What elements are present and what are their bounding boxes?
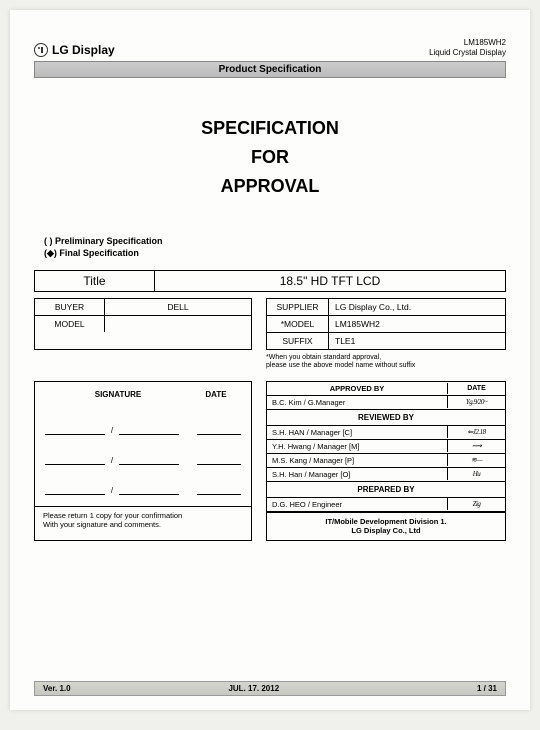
cell-label: SUFFIX (267, 333, 329, 349)
division-line-1: IT/Mobile Development Division 1. (269, 517, 503, 527)
preliminary-option: ( ) Preliminary Specification (44, 235, 506, 248)
brand-block: LG Display (34, 43, 115, 57)
reviewer-name: S.H. Han / Manager [O] (267, 468, 447, 481)
approver-signature: Yg.9/20~ (447, 396, 505, 408)
table-row: SUPPLIER LG Display Co., Ltd. (267, 299, 505, 315)
reviewer-name: Y.H. Hwang / Manager [M] (267, 440, 447, 453)
table-row: MODEL (35, 315, 251, 332)
cell-value: LG Display Co., Ltd. (329, 299, 505, 315)
reviewer-name: S.H. HAN / Manager [C] (267, 426, 447, 439)
footer-date: JUL. 17. 2012 (71, 684, 437, 693)
approval-box: APPROVED BY DATE B.C. Kim / G.Manager Yg… (266, 381, 506, 542)
signature-line: / (45, 453, 241, 465)
approved-date-label: DATE (447, 383, 505, 394)
reviewer-signature: ≋— (447, 454, 505, 466)
approved-by-label: APPROVED BY (267, 382, 447, 395)
title-label: Title (35, 271, 155, 291)
return-instructions: Please return 1 copy for your confirmati… (35, 506, 251, 535)
table-row: *MODEL LM185WH2 (267, 315, 505, 332)
document-page: LG Display LM185WH2 Liquid Crystal Displ… (10, 10, 530, 710)
division-line-2: LG Display Co., Ltd (269, 526, 503, 536)
spec-bar: Product Specification (34, 61, 506, 78)
document-title: SPECIFICATION FOR APPROVAL (34, 114, 506, 200)
reviewer-signature: ⟿ (447, 440, 505, 452)
preparer-name: D.G. HEO / Engineer (267, 498, 447, 511)
table-row: SUFFIX TLE1 (267, 332, 505, 349)
final-option: (◆) Final Specification (44, 247, 506, 260)
reviewer-row: S.H. Han / Manager [O] Hu (267, 468, 505, 482)
approved-header: APPROVED BY DATE (267, 382, 505, 396)
buyer-table: BUYER DELL MODEL (34, 298, 252, 350)
signature-section: SIGNATURE DATE / / / Please return 1 cop… (34, 381, 506, 542)
supplier-table: SUPPLIER LG Display Co., Ltd. *MODEL LM1… (266, 298, 506, 350)
brand-name: LG Display (52, 43, 115, 57)
reviewed-by-label: REVIEWED BY (267, 410, 505, 426)
page-footer: Ver. 1.0 JUL. 17. 2012 1 / 31 (34, 681, 506, 696)
signature-label: SIGNATURE (45, 390, 191, 399)
cell-value: DELL (105, 299, 251, 315)
reviewer-row: S.H. HAN / Manager [C] ⇐J2.18 (267, 426, 505, 440)
reviewer-name: M.S. Kang / Manager [P] (267, 454, 447, 467)
cell-label: *MODEL (267, 316, 329, 332)
signature-line: / (45, 423, 241, 435)
title-line-1: SPECIFICATION (34, 114, 506, 143)
title-value: 18.5" HD TFT LCD (155, 271, 505, 291)
division-footer: IT/Mobile Development Division 1. LG Dis… (267, 512, 505, 541)
title-line-3: APPROVAL (34, 172, 506, 201)
cell-value: TLE1 (329, 333, 505, 349)
reviewer-row: Y.H. Hwang / Manager [M] ⟿ (267, 440, 505, 454)
sig-header: SIGNATURE DATE (45, 390, 241, 399)
cell-label: BUYER (35, 299, 105, 315)
lg-logo-icon (34, 43, 48, 57)
product-line: Liquid Crystal Display (429, 48, 506, 58)
signature-line: / (45, 483, 241, 495)
info-tables: BUYER DELL MODEL SUPPLIER LG Display Co.… (34, 298, 506, 350)
approver-name: B.C. Kim / G.Manager (267, 396, 447, 409)
prepared-by-label: PREPARED BY (267, 482, 505, 498)
cell-label: SUPPLIER (267, 299, 329, 315)
reviewer-row: M.S. Kang / Manager [P] ≋— (267, 454, 505, 468)
cell-value (105, 316, 251, 332)
preparer-row: D.G. HEO / Engineer Zig (267, 498, 505, 512)
buyer-signature-box: SIGNATURE DATE / / / Please return 1 cop… (34, 381, 252, 542)
reviewer-signature: Hu (447, 468, 505, 480)
title-line-2: FOR (34, 143, 506, 172)
reviewer-signature: ⇐J2.18 (447, 426, 505, 438)
approver-row: B.C. Kim / G.Manager Yg.9/20~ (267, 396, 505, 410)
preparer-signature: Zig (447, 498, 505, 510)
model-code: LM185WH2 (429, 38, 506, 48)
cell-label: MODEL (35, 316, 105, 332)
date-label: DATE (191, 390, 241, 399)
header-right: LM185WH2 Liquid Crystal Display (429, 38, 506, 57)
spec-type-block: ( ) Preliminary Specification (◆) Final … (44, 235, 506, 260)
page-header: LG Display LM185WH2 Liquid Crystal Displ… (34, 38, 506, 57)
version-label: Ver. 1.0 (43, 684, 71, 693)
model-footnote: *When you obtain standard approval, plea… (266, 354, 506, 371)
title-field: Title 18.5" HD TFT LCD (34, 270, 506, 292)
cell-value: LM185WH2 (329, 316, 505, 332)
table-row: BUYER DELL (35, 299, 251, 315)
page-number: 1 / 31 (437, 684, 497, 693)
